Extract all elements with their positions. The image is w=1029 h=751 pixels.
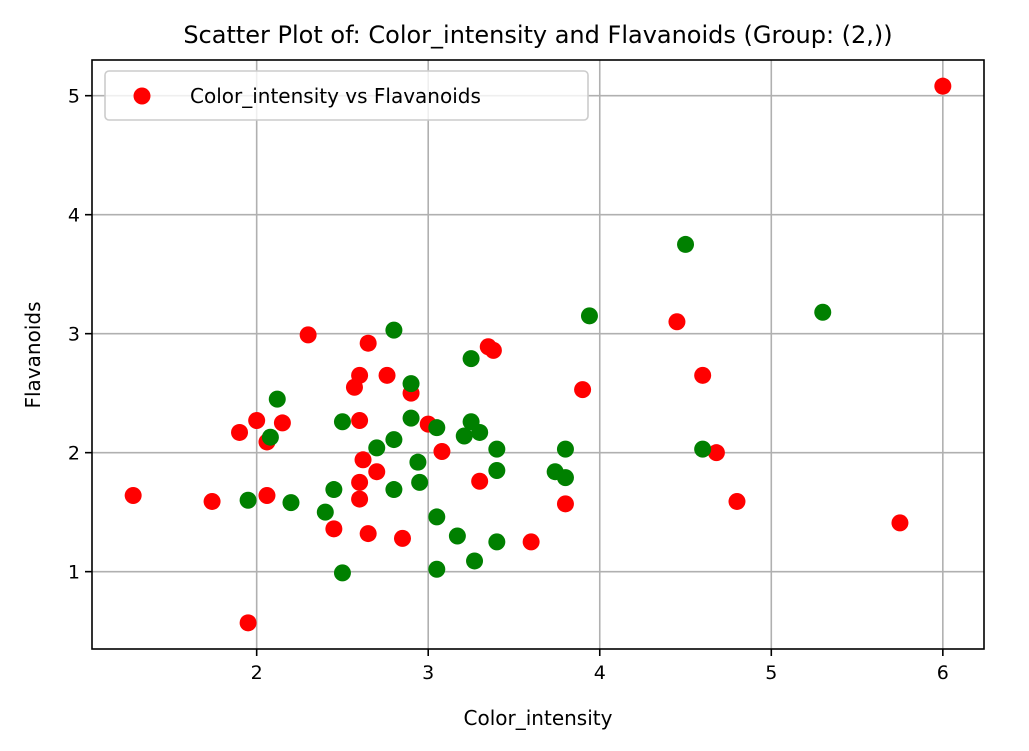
- scatter-point: [354, 451, 372, 469]
- scatter-point: [471, 472, 489, 490]
- scatter-point: [455, 427, 473, 445]
- scatter-point: [574, 381, 592, 399]
- y-tick-label: 3: [68, 324, 80, 346]
- scatter-point: [462, 350, 480, 368]
- scatter-point: [368, 439, 386, 457]
- scatter-point: [333, 564, 351, 582]
- scatter-point: [522, 533, 540, 551]
- scatter-point: [556, 440, 574, 458]
- scatter-point: [385, 321, 403, 339]
- scatter-point: [466, 552, 484, 570]
- scatter-point: [488, 440, 506, 458]
- scatter-point: [471, 423, 489, 441]
- legend-marker: [133, 87, 151, 105]
- scatter-point: [231, 423, 249, 441]
- x-tick-label: 4: [594, 662, 606, 684]
- y-tick-label: 5: [68, 86, 80, 108]
- data-points: [124, 77, 952, 632]
- plot-frame: [91, 59, 985, 650]
- scatter-point: [393, 529, 411, 547]
- x-axis-label: Color_intensity: [464, 706, 613, 730]
- chart-title: Scatter Plot of: Color_intensity and Fla…: [183, 21, 892, 49]
- scatter-point: [261, 428, 279, 446]
- scatter-point: [677, 235, 695, 253]
- scatter-point: [378, 366, 396, 384]
- scatter-point: [411, 473, 429, 491]
- legend: Color_intensity vs Flavanoids: [104, 70, 589, 121]
- scatter-point: [488, 533, 506, 551]
- scatter-point: [282, 494, 300, 512]
- scatter-point: [488, 462, 506, 480]
- scatter-point: [351, 412, 369, 430]
- scatter-point: [580, 307, 598, 325]
- scatter-point: [316, 503, 334, 521]
- scatter-point: [707, 444, 725, 462]
- scatter-point: [351, 366, 369, 384]
- scatter-point: [299, 326, 317, 344]
- scatter-point: [402, 375, 420, 393]
- scatter-point: [448, 527, 466, 545]
- x-tick-label: 5: [765, 662, 777, 684]
- y-tick-label: 1: [68, 562, 80, 584]
- scatter-point: [409, 453, 427, 471]
- scatter-point: [694, 366, 712, 384]
- scatter-point: [359, 334, 377, 352]
- scatter-point: [668, 313, 686, 331]
- y-axis-label: Flavanoids: [21, 302, 45, 409]
- x-tick-label: 6: [937, 662, 949, 684]
- scatter-point: [385, 481, 403, 499]
- scatter-point: [814, 303, 832, 321]
- scatter-point: [428, 419, 446, 437]
- scatter-point: [385, 431, 403, 449]
- y-tick-label: 4: [68, 205, 80, 227]
- scatter-point: [484, 341, 502, 359]
- scatter-point: [268, 390, 286, 408]
- scatter-point: [351, 490, 369, 508]
- scatter-point: [239, 491, 257, 509]
- axis-ticks: 2 3 4 5 6 1 2 3 4 5: [68, 86, 949, 684]
- scatter-point: [325, 520, 343, 538]
- scatter-point: [556, 495, 574, 513]
- scatter-point: [368, 463, 386, 481]
- scatter-point: [728, 492, 746, 510]
- scatter-point: [258, 487, 276, 505]
- scatter-point: [325, 481, 343, 499]
- scatter-point: [433, 442, 451, 460]
- x-tick-label: 3: [422, 662, 434, 684]
- scatter-point: [428, 560, 446, 578]
- legend-label: Color_intensity vs Flavanoids: [190, 84, 481, 108]
- scatter-point: [351, 473, 369, 491]
- scatter-point: [248, 412, 266, 430]
- scatter-point: [556, 469, 574, 487]
- scatter-point: [402, 409, 420, 427]
- scatter-point: [891, 514, 909, 532]
- scatter-point: [333, 413, 351, 431]
- y-tick-label: 2: [68, 443, 80, 465]
- scatter-point: [359, 525, 377, 543]
- scatter-point: [124, 487, 142, 505]
- scatter-point: [239, 614, 257, 632]
- x-tick-label: 2: [251, 662, 263, 684]
- scatter-point: [203, 492, 221, 510]
- legend-box: [104, 70, 589, 121]
- scatter-point: [428, 508, 446, 526]
- scatter-point: [273, 414, 291, 432]
- scatter-point: [694, 440, 712, 458]
- scatter-point: [934, 77, 952, 95]
